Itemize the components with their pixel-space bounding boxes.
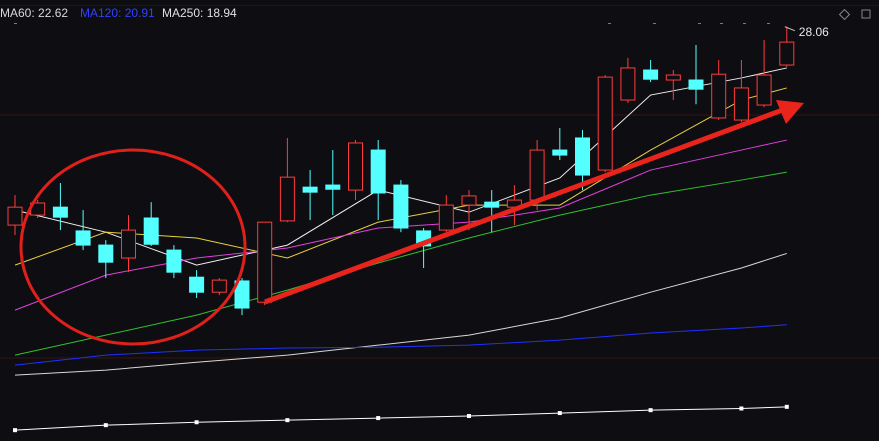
candle-body <box>370 149 386 194</box>
candle-body <box>461 195 477 206</box>
candle-body <box>779 41 795 66</box>
ma-marker <box>376 416 381 421</box>
trend-arrowhead <box>776 100 804 124</box>
candle-body <box>484 201 500 208</box>
candle-body <box>643 69 659 80</box>
candle-body <box>393 184 409 229</box>
ma-marker <box>194 420 199 425</box>
plot: 28.06 <box>7 25 829 433</box>
high-pointer <box>784 26 795 32</box>
candle-body <box>665 74 681 81</box>
legend-entry: MA120: 20.91 <box>80 6 155 20</box>
candle-body <box>279 176 295 222</box>
candle-body <box>438 204 454 231</box>
candle-body <box>325 184 341 190</box>
legend-entry: MA250: 18.94 <box>162 6 237 20</box>
highlight-circle <box>19 148 247 346</box>
candle-body <box>575 137 590 176</box>
ma-marker <box>784 404 789 409</box>
ma-marker <box>467 413 471 418</box>
icon-diamond[interactable] <box>838 8 851 21</box>
candle-body <box>688 79 704 90</box>
candle-body <box>733 87 749 121</box>
candle-body <box>189 276 205 293</box>
candle-body <box>711 73 727 119</box>
candle-body <box>348 142 363 191</box>
ma-marker <box>557 411 562 416</box>
candle-body <box>257 221 273 303</box>
ma-line <box>14 324 787 366</box>
legend-bar <box>0 6 879 23</box>
candle-body <box>756 74 772 106</box>
ma-line <box>14 252 787 376</box>
candle-body <box>7 206 23 226</box>
candle-body <box>75 230 91 246</box>
ma-marker <box>648 408 653 413</box>
candle-body <box>529 149 545 201</box>
candle-body <box>98 244 114 263</box>
legend-entry: MA60: 22.62 <box>0 6 68 20</box>
ma-marker <box>13 428 17 433</box>
candle-body <box>597 76 613 171</box>
legend: MA60: 22.62 MA120: 20.91 MA250: 18.94 <box>0 6 237 20</box>
ma-line <box>14 406 787 431</box>
candle-body <box>166 249 182 273</box>
ma-marker <box>739 406 744 411</box>
candle-body <box>121 229 136 259</box>
ma-marker <box>103 423 108 428</box>
high-label: 28.06 <box>799 25 829 39</box>
candle-body <box>552 149 568 156</box>
candle-body <box>143 217 159 245</box>
ma-line <box>14 139 787 311</box>
candle-body <box>211 279 227 293</box>
candle-body <box>52 206 68 218</box>
ma-marker <box>285 418 290 423</box>
candle-body <box>302 186 318 193</box>
trend-arrow <box>264 105 789 305</box>
icon-square[interactable] <box>861 9 871 19</box>
candle-body <box>620 67 636 101</box>
candle-body <box>234 280 250 309</box>
